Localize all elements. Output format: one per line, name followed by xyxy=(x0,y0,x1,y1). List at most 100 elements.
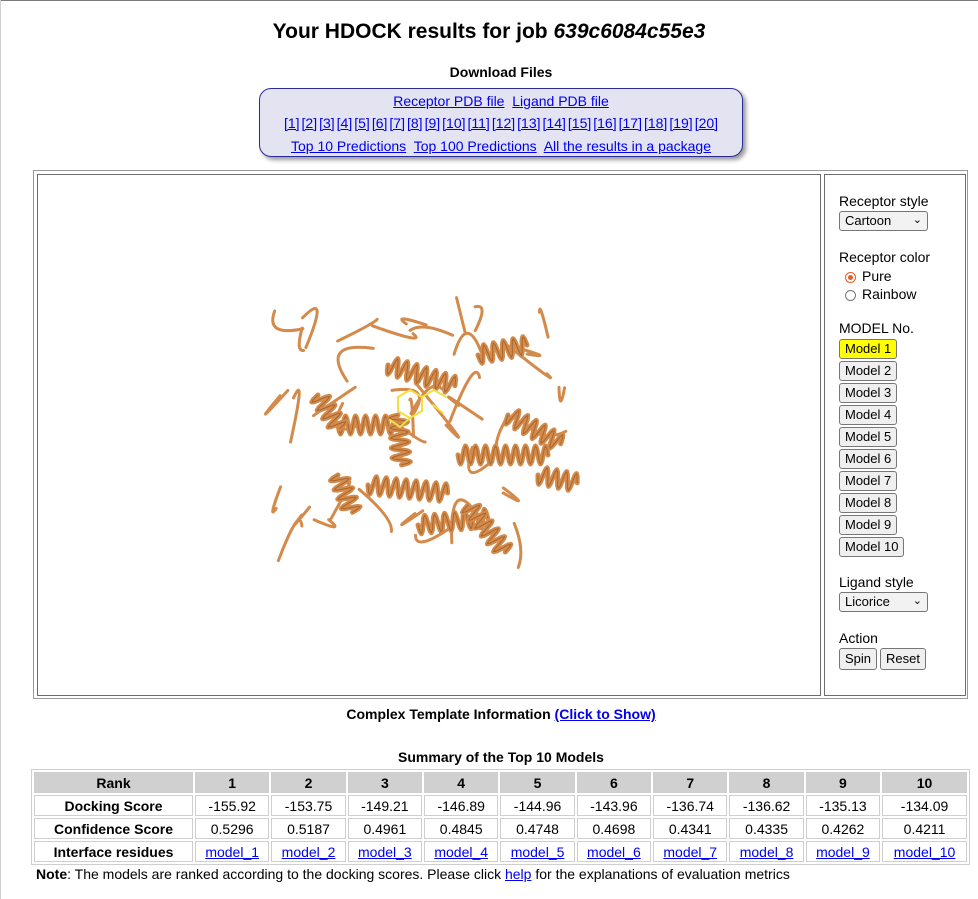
model-button-1[interactable]: Model 1 xyxy=(839,339,898,359)
color-pure-radio[interactable]: Pure xyxy=(845,268,892,284)
summary-table: Rank 1 2 3 4 5 6 7 8 9 10 Docking Score -155.92 -153… xyxy=(31,769,970,865)
chevron-down-icon: ⌄ xyxy=(912,595,922,607)
ligand-bond xyxy=(421,388,447,398)
model-download-link[interactable]: [16] xyxy=(593,115,617,131)
note-text: Note: The models are ranked according to… xyxy=(36,866,790,882)
protein-loop xyxy=(297,326,306,353)
model-button-8[interactable]: Model 8 xyxy=(839,493,898,513)
protein-loop xyxy=(448,370,482,423)
receptor-pdb-link[interactable]: Receptor PDB file xyxy=(393,93,505,109)
model-download-link[interactable]: [11] xyxy=(467,115,490,131)
model-download-link[interactable]: [3] xyxy=(319,115,335,131)
top10-predictions-link[interactable]: Top 10 Predictions xyxy=(290,138,407,154)
protein-loop xyxy=(271,485,283,514)
download-files-heading: Download Files xyxy=(449,64,553,80)
interface-residues-link[interactable]: model_6 xyxy=(587,843,641,860)
table-row: Confidence Score 0.5296 0.5187 0.4961 0.4845… xyxy=(34,818,967,839)
help-link[interactable]: help xyxy=(504,866,532,882)
model-download-link[interactable]: [2] xyxy=(301,115,318,131)
model-download-link[interactable]: [19] xyxy=(669,115,693,131)
protein-loop xyxy=(336,345,375,383)
protein-loop xyxy=(312,518,337,529)
table-cell: -143.96 xyxy=(576,795,652,816)
receptor-style-label: Receptor style xyxy=(839,193,929,209)
model-download-link[interactable]: [14] xyxy=(542,115,566,131)
model-button-3[interactable]: Model 3 xyxy=(839,383,898,403)
ligand-bond xyxy=(397,388,423,420)
table-cell: 0.4845 xyxy=(424,818,499,839)
protein-loop xyxy=(301,307,319,350)
model-download-link[interactable]: [7] xyxy=(389,115,405,131)
table-cell: -146.89 xyxy=(424,795,499,816)
protein-loop xyxy=(414,526,452,544)
model-download-link[interactable]: [10] xyxy=(442,115,466,131)
reset-button[interactable]: Reset xyxy=(880,648,926,670)
model-download-link[interactable]: [5] xyxy=(354,115,370,131)
left-border xyxy=(0,0,1,899)
color-rainbow-radio[interactable]: Rainbow xyxy=(845,286,916,302)
model-download-link[interactable]: [17] xyxy=(618,115,642,131)
molecule-viewer[interactable] xyxy=(37,174,821,696)
model-download-link[interactable]: [9] xyxy=(424,115,441,131)
protein-loop xyxy=(538,307,550,339)
protein-helix-shade xyxy=(505,410,564,449)
protein-structure-render xyxy=(263,296,580,569)
protein-helix-shade xyxy=(457,445,549,465)
model-download-link[interactable]: [15] xyxy=(567,115,592,131)
ligand-pdb-link[interactable]: Ligand PDB file xyxy=(512,93,609,109)
interface-residues-link[interactable]: model_3 xyxy=(358,843,412,860)
model-button-9[interactable]: Model 9 xyxy=(839,515,898,535)
receptor-style-select[interactable]: Cartoon ⌄ xyxy=(839,211,928,231)
model-button-6[interactable]: Model 6 xyxy=(839,449,898,469)
model-download-link[interactable]: [8] xyxy=(406,115,423,131)
model-button-7[interactable]: Model 7 xyxy=(839,471,898,491)
page-title: Your HDOCK results for job 639c6084c55e3 xyxy=(272,20,706,43)
protein-loop xyxy=(557,385,567,403)
protein-loop xyxy=(408,325,455,337)
interface-residues-link[interactable]: model_1 xyxy=(205,843,260,860)
interface-residues-link[interactable]: model_7 xyxy=(663,843,718,860)
ligand-style-label: Ligand style xyxy=(839,574,914,590)
model-download-link[interactable]: [1] xyxy=(283,115,300,131)
spin-button[interactable]: Spin xyxy=(839,648,878,670)
rank-column-header: 9 xyxy=(805,772,881,793)
show-template-link[interactable]: (Click to Show) xyxy=(554,706,656,722)
table-cell: 0.4335 xyxy=(729,818,804,839)
rank-column-header: 8 xyxy=(729,772,804,793)
protein-helix-shade xyxy=(537,467,578,491)
model-download-link[interactable]: [13] xyxy=(517,115,541,131)
rank-column-header: 6 xyxy=(576,772,652,793)
model-button-2[interactable]: Model 2 xyxy=(839,361,898,381)
protein-loop xyxy=(400,317,428,327)
model-download-link[interactable]: [4] xyxy=(336,115,353,131)
model-download-link[interactable]: [6] xyxy=(371,115,388,131)
interface-residues-link[interactable]: model_8 xyxy=(739,843,794,860)
table-cell: model_2 xyxy=(271,841,346,862)
table-cell: 0.5296 xyxy=(195,818,270,839)
model-download-link[interactable]: [12] xyxy=(491,115,516,131)
model-button-5[interactable]: Model 5 xyxy=(839,427,898,447)
protein-loop xyxy=(271,309,305,333)
radio-unselected-icon xyxy=(845,290,856,301)
model-download-link[interactable]: [20] xyxy=(694,115,719,131)
interface-residues-link[interactable]: model_5 xyxy=(510,843,565,860)
action-label: Action xyxy=(839,630,878,646)
model-download-link[interactable]: [18] xyxy=(643,115,668,131)
top100-predictions-link[interactable]: Top 100 Predictions xyxy=(413,138,537,154)
interface-residues-link[interactable]: model_10 xyxy=(893,843,956,860)
interface-residues-link[interactable]: model_9 xyxy=(816,843,870,860)
table-cell: -149.21 xyxy=(347,795,423,816)
table-cell: -136.74 xyxy=(653,795,728,816)
interface-residues-link[interactable]: model_4 xyxy=(434,843,489,860)
table-cell: model_10 xyxy=(882,841,967,862)
all-results-link[interactable]: All the results in a package xyxy=(543,138,712,154)
model-button-10[interactable]: Model 10 xyxy=(839,537,905,557)
rank-column-header: 5 xyxy=(500,772,575,793)
interface-residues-link[interactable]: model_2 xyxy=(281,843,336,860)
ligand-style-select[interactable]: Licorice ⌄ xyxy=(839,592,928,612)
model-button-4[interactable]: Model 4 xyxy=(839,405,898,425)
table-cell: model_7 xyxy=(653,841,728,862)
protein-loop xyxy=(455,296,467,335)
protein-loop xyxy=(400,509,425,527)
table-cell: -155.92 xyxy=(195,795,270,816)
